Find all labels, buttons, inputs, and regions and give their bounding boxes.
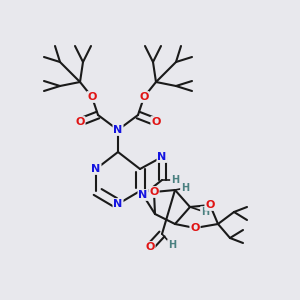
Text: O: O [139,92,149,102]
Text: O: O [151,117,161,127]
Text: O: O [75,117,85,127]
Text: O: O [149,187,159,197]
Text: H: H [181,183,189,193]
Text: O: O [145,242,155,252]
Text: O: O [87,92,97,102]
Text: N: N [158,152,166,162]
Text: O: O [205,200,215,210]
Text: H: H [171,175,179,185]
Text: H: H [201,207,209,217]
Text: N: N [113,125,123,135]
Text: N: N [113,199,123,209]
Text: H: H [168,240,176,250]
Text: N: N [92,164,100,174]
Text: O: O [190,223,200,233]
Text: N: N [138,190,148,200]
